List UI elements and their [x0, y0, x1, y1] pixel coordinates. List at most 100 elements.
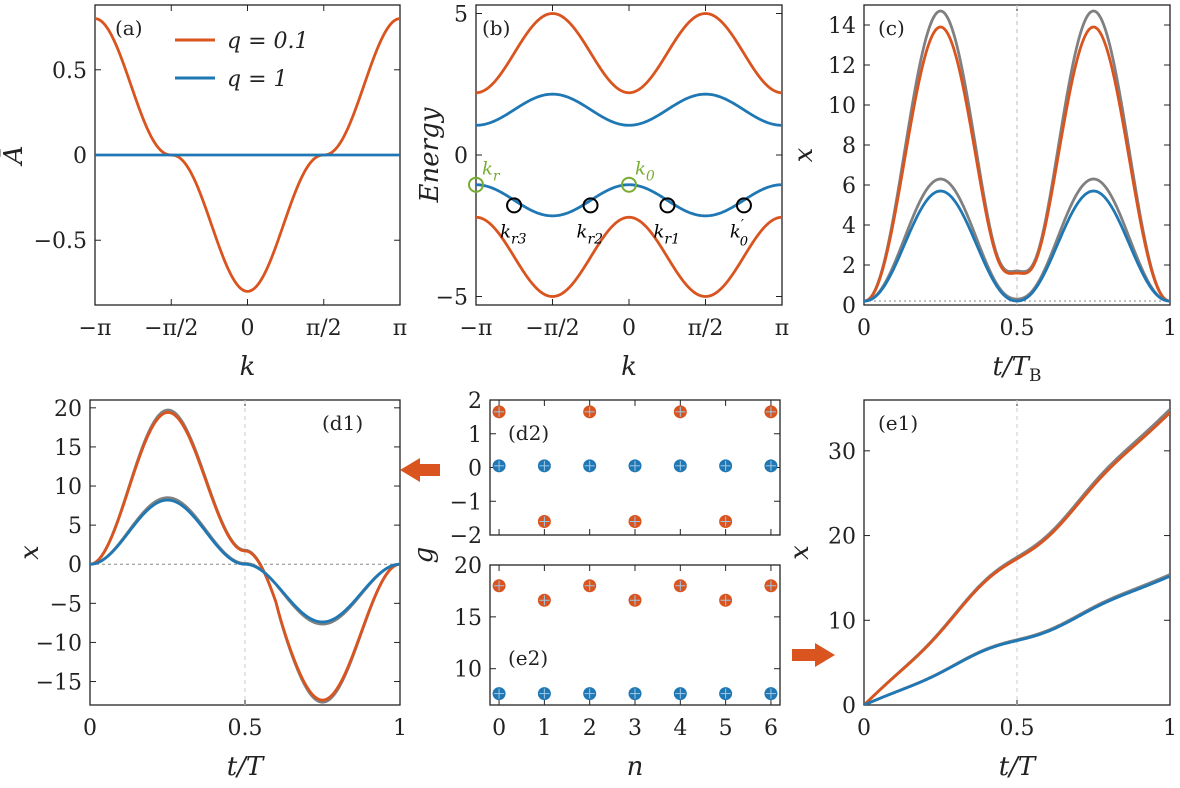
panel-tag: (e2): [508, 646, 548, 670]
x-axis-label: k: [621, 352, 637, 382]
plot-frame: [863, 4, 1171, 306]
x-tick-label: π/2: [688, 316, 724, 341]
x-tick-label: 0.5: [1000, 716, 1035, 741]
y-tick-label: 6: [842, 174, 856, 199]
marker-circle: [468, 176, 484, 193]
panel-tag: (b): [482, 16, 510, 40]
marker-circle: [659, 197, 676, 214]
y-tick-label: −2: [450, 524, 482, 549]
y-axis-label: x: [785, 545, 815, 560]
y-tick-label: 5: [454, 2, 468, 27]
panel-tag: (c): [878, 16, 905, 40]
marker-circle: [506, 197, 523, 214]
shared-y-axis-label: g: [409, 547, 439, 564]
series-line-blue: [864, 574, 1170, 705]
arrow-left-icon: [400, 458, 440, 482]
panel-e2: 0 1 2 3 4 5 6 10 15 20 (e2) n: [454, 554, 781, 782]
panel-tag: (d2): [508, 421, 549, 445]
panel-d2: −2 −1 0 1 2 (d2): [450, 389, 781, 549]
y-tick-label: 14: [828, 14, 856, 39]
series-line-blue: [90, 498, 400, 624]
y-tick-label: −0.5: [34, 229, 87, 254]
arrow-to-e1: [792, 643, 835, 667]
plot-frame: [475, 4, 783, 306]
legend-label: q = 0.1: [227, 29, 309, 54]
x-tick-label: −π/2: [525, 316, 579, 341]
x-tick-label: 0: [492, 716, 506, 741]
x-tick-label: −π: [460, 316, 493, 341]
plot-frame: [489, 564, 781, 706]
x-axis-label: t/TB: [992, 352, 1041, 386]
series-line-orange: [864, 25, 1170, 303]
x-tick-label: π: [393, 316, 407, 341]
marker-circle: [582, 197, 599, 214]
series-line-orange: [864, 411, 1170, 705]
panel-tag: (d1): [322, 411, 363, 435]
marker-label: kr2: [577, 221, 604, 247]
x-axis-label: t/T: [999, 752, 1037, 782]
y-tick-label: 10: [454, 658, 482, 683]
x-tick-label: 0: [622, 316, 636, 341]
series-line-gray-large: [864, 9, 1170, 303]
y-tick-label: 20: [454, 554, 482, 579]
band-line-blue: [476, 183, 782, 218]
y-tick-label: 8: [842, 134, 856, 159]
y-tick-label: 0: [842, 294, 856, 319]
y-axis-label: x: [789, 147, 819, 162]
marker-label: k0: [635, 159, 655, 185]
y-tick-label: 30: [828, 440, 856, 465]
y-tick-label: 10: [828, 94, 856, 119]
x-tick-label: 3: [628, 716, 642, 741]
y-tick-label: 10: [828, 609, 856, 634]
y-tick-label: −15: [36, 671, 82, 696]
x-tick-label: 0.5: [228, 716, 263, 741]
y-tick-label: 0: [842, 694, 856, 719]
y-tick-label: 0: [73, 144, 87, 169]
marker-circle: [735, 197, 752, 214]
marker-label: k′ 0: [730, 217, 748, 249]
panel-a: −π −π/2 0 π/2 π −0.5 0 0.5 (a) k Āq = 0.1 q = 1: [0, 4, 407, 382]
y-tick-label: 1: [468, 423, 482, 448]
y-tick-label: 0: [68, 553, 82, 578]
band-line-blue: [476, 92, 782, 127]
series-line-orange: [95, 17, 400, 293]
x-tick-label: −π: [79, 316, 112, 341]
x-axis-label: n: [627, 752, 644, 782]
x-tick-label: 5: [719, 716, 733, 741]
y-tick-label: −5: [50, 592, 82, 617]
band-line-orange: [476, 215, 782, 298]
y-tick-label: 15: [54, 436, 82, 461]
x-tick-label: π: [775, 316, 789, 341]
x-tick-label: 1: [1163, 316, 1177, 341]
x-tick-label: 6: [764, 716, 778, 741]
x-tick-label: 0.5: [1000, 316, 1035, 341]
y-tick-label: 2: [468, 389, 482, 414]
y-tick-label: 5: [68, 514, 82, 539]
y-tick-label: −5: [436, 286, 468, 311]
x-tick-label: 1: [1163, 716, 1177, 741]
y-tick-label: 0: [468, 457, 482, 482]
x-tick-label: 2: [583, 716, 597, 741]
y-axis-label: Ā: [0, 146, 29, 167]
x-tick-label: 4: [673, 716, 687, 741]
x-tick-label: −π/2: [144, 316, 198, 341]
legend-label: q = 1: [227, 67, 288, 92]
y-axis-label: Energy: [415, 107, 445, 203]
y-tick-label: 2: [842, 254, 856, 279]
y-tick-label: 0.5: [52, 59, 87, 84]
panel-d1: 0 0.5 1 −15 −10 −5 0 5 10 15 20 (d1) t/T x: [15, 397, 407, 782]
series-line-blue: [864, 189, 1170, 303]
y-tick-label: 15: [454, 606, 482, 631]
x-tick-label: 0: [241, 316, 255, 341]
x-tick-label: 0: [857, 716, 871, 741]
y-axis-label: x: [15, 545, 45, 560]
y-tick-label: 20: [54, 397, 82, 422]
x-axis-label: t/T: [227, 752, 265, 782]
marker-label: kr3: [500, 221, 527, 247]
band-line-orange: [476, 12, 782, 95]
marker-label: kr: [482, 159, 501, 185]
